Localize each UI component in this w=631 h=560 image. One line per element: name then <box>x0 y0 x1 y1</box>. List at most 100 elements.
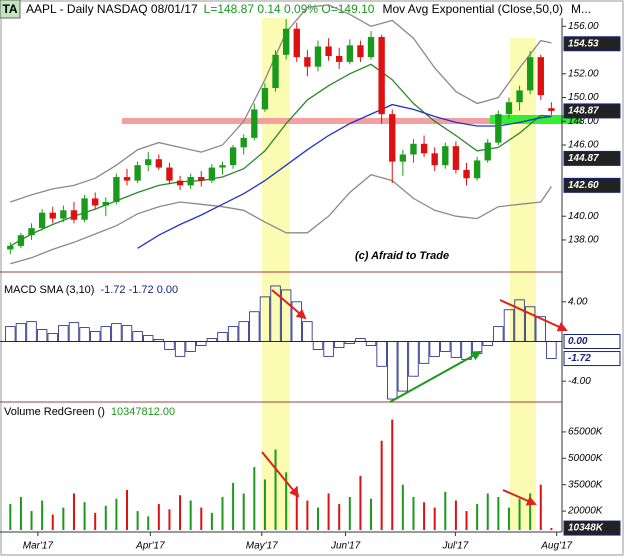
macd-bar <box>397 341 409 392</box>
candle-body <box>378 36 385 115</box>
candle-body <box>166 167 173 181</box>
y-tick-label: 65000K <box>568 427 604 438</box>
price-label-box <box>563 103 621 119</box>
volume-bar <box>306 500 309 530</box>
macd-bar <box>5 326 16 342</box>
panel-title: MACD SMA (3,10) -1.72 -1.72 0.00 <box>4 284 178 296</box>
y-tick-label: 150.00 <box>568 92 599 103</box>
volume-bar <box>263 479 266 530</box>
candle-body <box>336 55 343 62</box>
y-tick-label: 146.00 <box>568 140 599 151</box>
volume-bar <box>550 528 553 530</box>
candle-body <box>240 137 247 148</box>
candle-body <box>304 57 311 67</box>
badge: TA <box>2 2 17 16</box>
candle-body <box>187 177 194 186</box>
header: AAPL - Daily NASDAQ 08/01/17 L=148.87 0.1… <box>26 2 591 16</box>
arrow <box>502 489 537 506</box>
macd-bar <box>26 321 37 342</box>
volume-bar <box>433 507 436 530</box>
macd-bar <box>493 326 504 342</box>
candle-body <box>219 165 226 168</box>
volume-bar <box>221 497 224 530</box>
volume-title: Volume RedGreen () <box>4 406 105 418</box>
volume-bar <box>200 507 203 530</box>
y-tick-label: 148.00 <box>568 116 599 127</box>
volume-bar <box>444 491 447 530</box>
candle-body <box>410 143 417 155</box>
candle-body <box>463 169 470 179</box>
symbol: AAPL - Daily NASDAQ 08/01/17 <box>26 2 198 16</box>
candle-body <box>452 146 460 170</box>
price-label-box <box>563 36 621 52</box>
volume-bar <box>19 497 22 530</box>
macd-bar <box>408 341 419 377</box>
candle-body <box>102 201 109 206</box>
volume-bar <box>370 498 373 530</box>
panel-title: Volume RedGreen () 10347812.00 <box>4 406 175 418</box>
macd-bar <box>143 335 154 342</box>
volume-bar <box>83 502 86 530</box>
y-tick-label: 138.00 <box>568 235 599 246</box>
macd-bar <box>90 331 101 342</box>
last: L=148.87 0.14 0.09% O=149.10 <box>204 2 375 16</box>
macd-bar <box>249 311 260 342</box>
price-label: 142.60 <box>568 180 599 191</box>
macd-bar <box>270 285 281 342</box>
candle-body <box>145 159 152 166</box>
candle-body <box>484 142 491 161</box>
macd-bar <box>514 299 525 342</box>
candle-body <box>537 57 544 96</box>
candle-body <box>548 108 555 111</box>
y-tick-label: 156.00 <box>568 21 599 32</box>
macd-bar <box>174 341 186 357</box>
volume-bar <box>9 504 12 530</box>
arrow <box>499 299 568 332</box>
volume-bar <box>62 507 65 530</box>
candle-body <box>420 143 428 154</box>
macd-bar <box>376 341 387 367</box>
volume-bar <box>30 511 33 530</box>
x-tick-label: May'17 <box>246 541 278 552</box>
macd-bar <box>440 341 451 352</box>
macd-bar <box>217 332 228 342</box>
volume-bar <box>486 493 489 530</box>
volume-bar <box>423 502 426 530</box>
price-label: 0.00 <box>568 336 588 347</box>
candle-body <box>81 198 88 220</box>
macd-bar <box>153 339 165 342</box>
price-label: 144.87 <box>568 153 599 164</box>
macd-bar <box>291 301 302 342</box>
candle-body <box>516 90 523 103</box>
price-label: 148.87 <box>568 106 599 117</box>
highlight <box>510 38 536 530</box>
macd-bar <box>185 341 196 352</box>
price-label: 10348K <box>568 523 604 534</box>
price-label-box <box>563 150 621 166</box>
volume-bar <box>168 509 171 530</box>
macd-bar <box>429 341 440 357</box>
volume-bar <box>157 504 160 530</box>
volume-bar <box>497 497 500 530</box>
volume-readout: 10347812.00 <box>111 406 175 418</box>
candle-body <box>123 177 131 181</box>
candle-body <box>251 109 258 138</box>
x-tick-label: Mar'17 <box>23 541 54 552</box>
y-tick-label: 4.00 <box>568 296 588 307</box>
candle-body <box>208 167 216 181</box>
volume-bar <box>507 507 510 530</box>
volume-bar <box>179 495 182 530</box>
macd-bar <box>535 316 546 342</box>
candle-body <box>229 147 237 166</box>
candle-body <box>7 245 14 250</box>
macd-bar <box>36 329 48 342</box>
volume-bar <box>253 467 256 530</box>
macd-bar <box>206 338 218 342</box>
macd-bar <box>387 341 398 400</box>
y-tick-label: -4.00 <box>568 376 591 387</box>
price-label: 154.53 <box>568 38 599 49</box>
arrow <box>271 289 307 320</box>
candle-body <box>155 159 163 168</box>
macd-title: MACD SMA (3,10) <box>4 284 94 296</box>
indicator-line <box>10 173 552 265</box>
